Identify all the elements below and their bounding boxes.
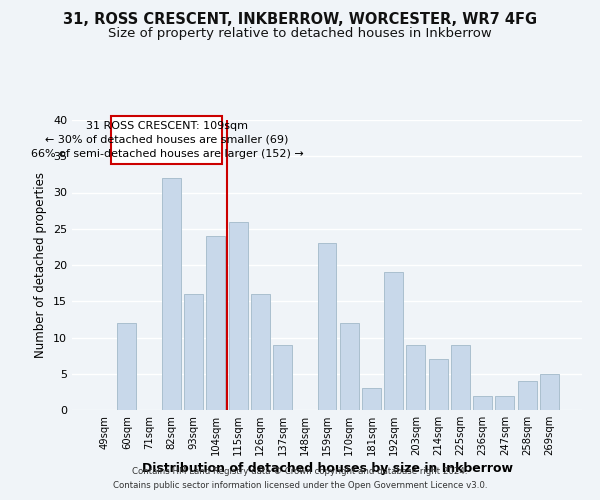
Bar (162, 178, 181, 410)
Bar (496, 396, 514, 410)
Text: Size of property relative to detached houses in Inkberrow: Size of property relative to detached ho… (108, 28, 492, 40)
Bar (540, 374, 559, 410)
Bar (518, 381, 536, 410)
Bar (451, 345, 470, 410)
Bar (384, 272, 403, 410)
Text: Contains public sector information licensed under the Open Government Licence v3: Contains public sector information licen… (113, 481, 487, 490)
Bar (118, 323, 136, 410)
Bar (317, 244, 337, 410)
Bar (473, 396, 492, 410)
Bar (251, 294, 270, 410)
Y-axis label: Number of detached properties: Number of detached properties (34, 172, 47, 358)
Bar (273, 345, 292, 410)
Bar (340, 323, 359, 410)
X-axis label: Distribution of detached houses by size in Inkberrow: Distribution of detached houses by size … (142, 462, 512, 475)
Bar (184, 294, 203, 410)
Bar (406, 345, 425, 410)
Bar (429, 359, 448, 410)
Bar (229, 222, 248, 410)
Text: 31, ROSS CRESCENT, INKBERROW, WORCESTER, WR7 4FG: 31, ROSS CRESCENT, INKBERROW, WORCESTER,… (63, 12, 537, 28)
Text: 31 ROSS CRESCENT: 109sqm
← 30% of detached houses are smaller (69)
66% of semi-d: 31 ROSS CRESCENT: 109sqm ← 30% of detach… (31, 121, 303, 159)
FancyBboxPatch shape (112, 116, 223, 164)
Text: Contains HM Land Registry data © Crown copyright and database right 2024.: Contains HM Land Registry data © Crown c… (132, 467, 468, 476)
Bar (206, 236, 225, 410)
Bar (362, 388, 381, 410)
